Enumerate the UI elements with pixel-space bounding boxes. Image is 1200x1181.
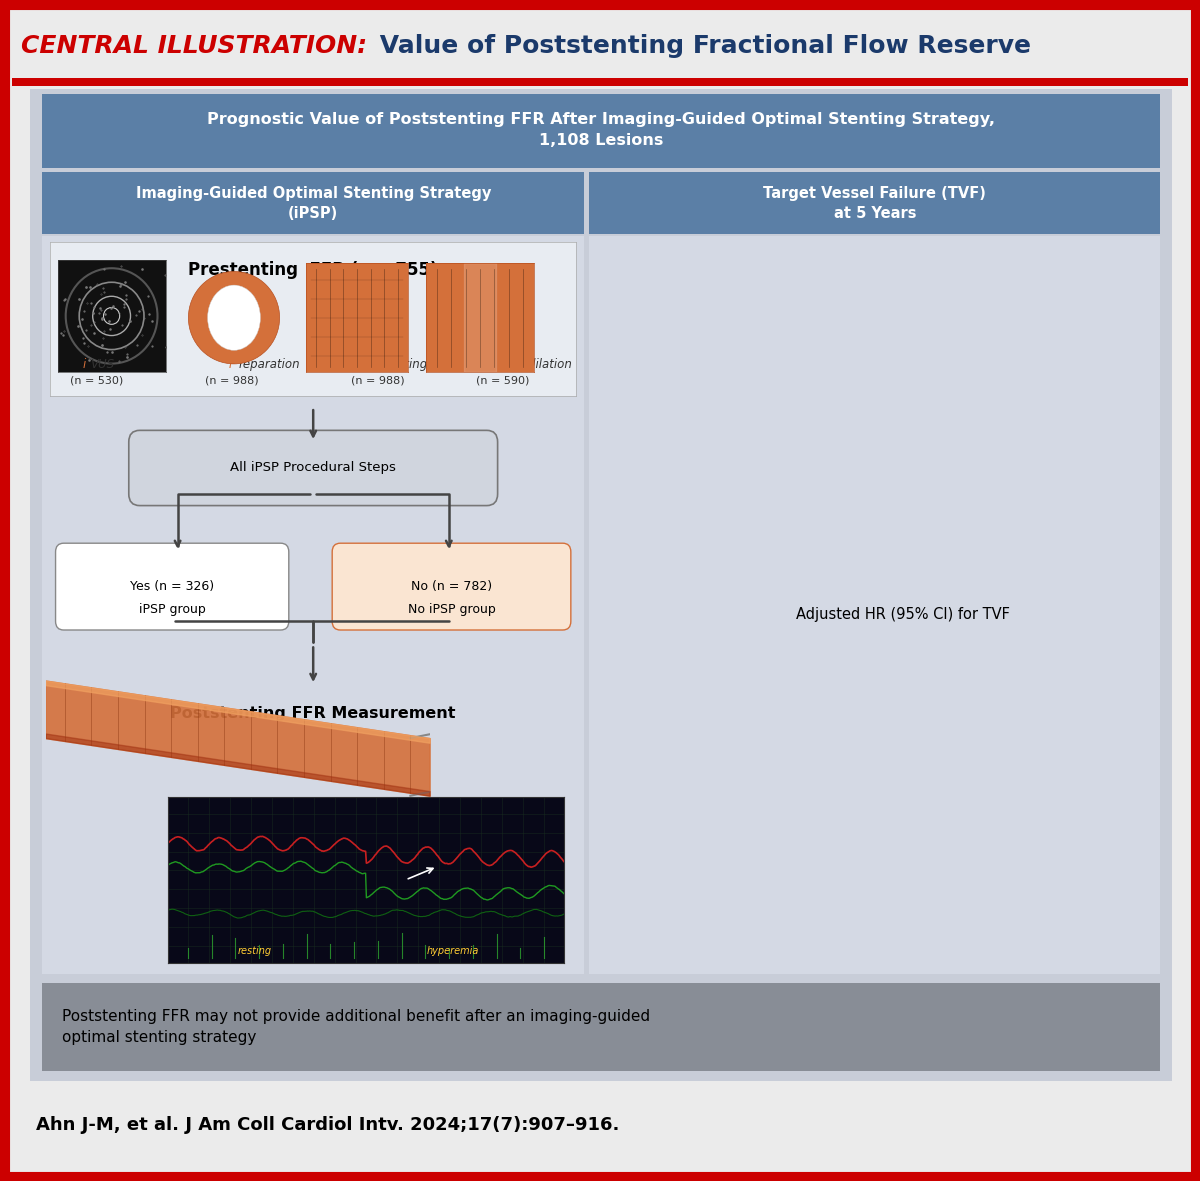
Text: No iPSP group: No iPSP group [408, 603, 496, 616]
Text: Prestenting  FFR (n = 755): Prestenting FFR (n = 755) [188, 261, 438, 279]
Text: Lower risk: Lower risk [688, 1014, 756, 1027]
Text: 3.8: 3.8 [1042, 489, 1068, 503]
Text: VUS: VUS [90, 358, 114, 371]
Text: 2.12 (1.08-4.15): 2.12 (1.08-4.15) [1007, 867, 1115, 880]
Text: 10.4: 10.4 [930, 376, 967, 391]
FancyBboxPatch shape [55, 543, 289, 629]
Text: >0.86: >0.86 [781, 273, 820, 286]
Text: iPSP group: iPSP group [623, 739, 690, 752]
FancyBboxPatch shape [332, 543, 571, 629]
Text: Ahn J-M, et al. J Am Coll Cardiol Intv. 2024;17(7):907–916.: Ahn J-M, et al. J Am Coll Cardiol Intv. … [36, 1116, 619, 1134]
Bar [463, 263, 497, 372]
Text: All iPSP Procedural Steps: All iPSP Procedural Steps [230, 462, 396, 475]
Text: (n = 988): (n = 988) [205, 376, 259, 385]
Text: resting: resting [238, 946, 272, 955]
Text: Poststenting FFR may not provide additional benefit after an imaging-guided
opti: Poststenting FFR may not provide additio… [62, 1009, 650, 1045]
Text: No iPSP group: No iPSP group [623, 867, 710, 880]
Text: P = 0.29: P = 0.29 [719, 633, 775, 646]
FancyBboxPatch shape [128, 430, 498, 505]
Text: (≤0.86 vs >0.86): (≤0.86 vs >0.86) [623, 912, 732, 925]
Text: CENTRAL ILLUSTRATION:: CENTRAL ILLUSTRATION: [22, 34, 367, 58]
Bar [1009, 508, 1099, 573]
Text: (n = 590): (n = 590) [476, 376, 529, 385]
Text: P: P [499, 358, 506, 371]
Bar [755, 444, 845, 573]
Text: ≤0.86: ≤0.86 [676, 273, 714, 286]
Text: No iPSP group: No iPSP group [948, 607, 1056, 620]
Text: S: S [374, 358, 382, 371]
Text: 7.5: 7.5 [787, 425, 814, 441]
Text: P: P [228, 358, 235, 371]
Text: Adjusted HR (95% CI) for TVF: Adjusted HR (95% CI) for TVF [797, 607, 1010, 621]
Text: Imaging-Guided Optimal Stenting Strategy
(iPSP): Imaging-Guided Optimal Stenting Strategy… [136, 185, 491, 221]
Text: (n = 988): (n = 988) [352, 376, 406, 385]
Text: reparation: reparation [239, 358, 300, 371]
Text: Value of Poststenting Fractional Flow Reserve: Value of Poststenting Fractional Flow Re… [371, 34, 1031, 58]
Text: hyperemia: hyperemia [427, 946, 479, 955]
Text: i: i [83, 358, 86, 371]
Text: Higher risk: Higher risk [988, 1014, 1060, 1027]
Bar [649, 385, 739, 573]
Ellipse shape [188, 272, 280, 364]
Text: iPSP group: iPSP group [706, 607, 788, 620]
Text: ostdilation: ostdilation [510, 358, 572, 371]
Text: Poststenting FFR Measurement: Poststenting FFR Measurement [170, 706, 456, 722]
Text: 11: 11 [684, 365, 704, 380]
Text: No (n = 782): No (n = 782) [410, 580, 492, 593]
Text: P = 0.029: P = 0.029 [968, 633, 1034, 646]
Bar [904, 394, 994, 573]
Title: Poststenting FFR: Poststenting FFR [804, 226, 966, 243]
Text: iPSP group: iPSP group [139, 603, 205, 616]
Text: (≤0.86 vs >0.86): (≤0.86 vs >0.86) [623, 784, 732, 797]
Text: tenting: tenting [385, 358, 427, 371]
Text: ≤0.86: ≤0.86 [929, 273, 967, 286]
Text: Prognostic Value of Poststenting FFR After Imaging-Guided Optimal Stenting Strat: Prognostic Value of Poststenting FFR Aft… [208, 112, 995, 148]
Text: Yes (n = 326): Yes (n = 326) [130, 580, 215, 593]
Text: Target Vessel Failure (TVF)
at 5 Years: Target Vessel Failure (TVF) at 5 Years [763, 185, 986, 221]
Y-axis label: 5-Year TVF (%): 5-Year TVF (%) [590, 363, 604, 458]
Text: >0.86: >0.86 [1036, 273, 1074, 286]
Text: (n = 530): (n = 530) [70, 376, 122, 385]
Ellipse shape [208, 285, 260, 351]
Text: 1.57 (0.69-3.58): 1.57 (0.69-3.58) [992, 739, 1099, 752]
